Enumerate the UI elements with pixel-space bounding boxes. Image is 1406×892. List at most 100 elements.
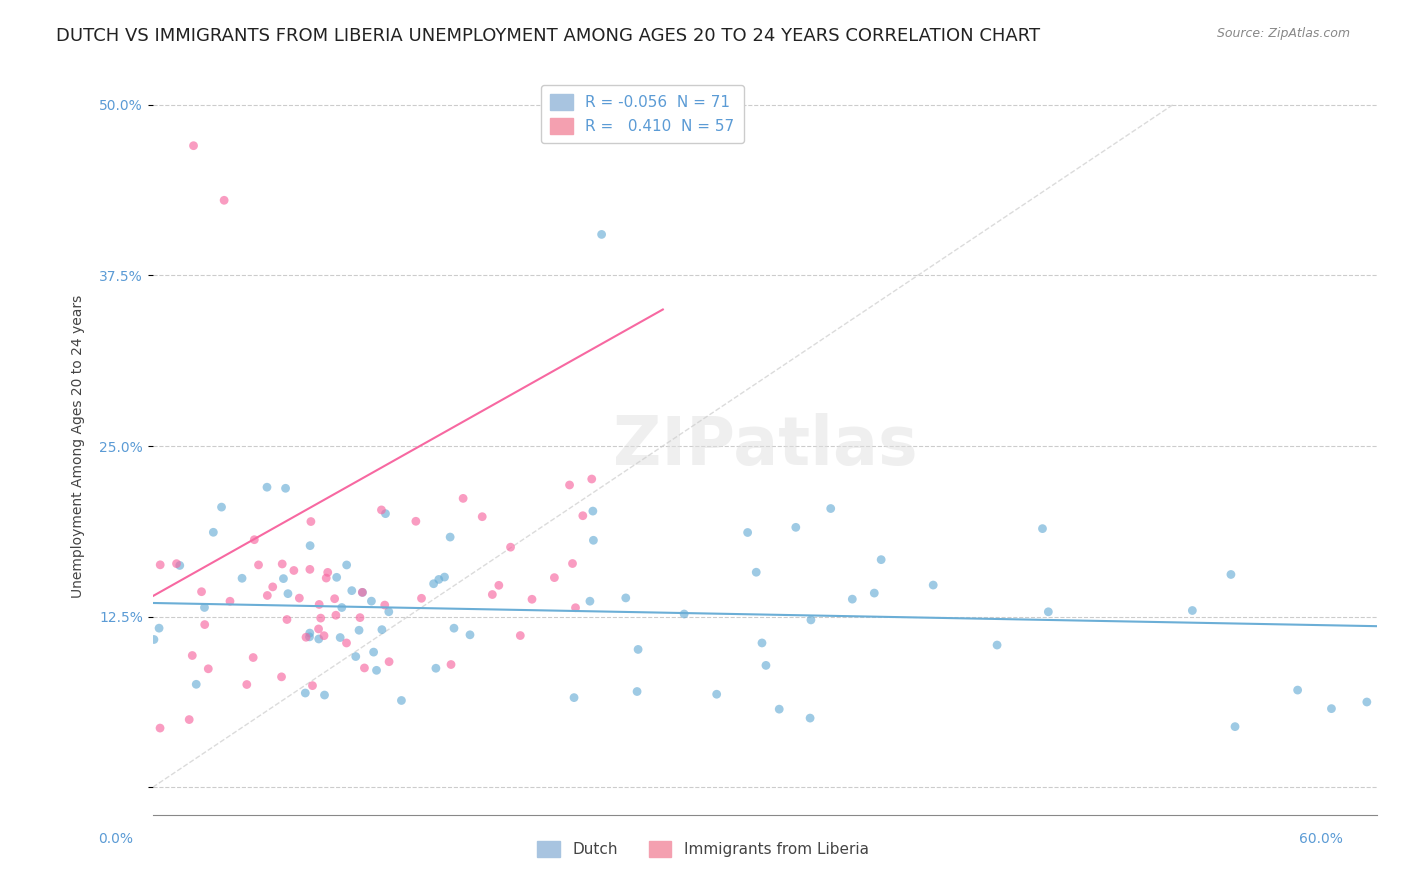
- Point: [349, 610, 371, 624]
- Point: [841, 592, 863, 607]
- Point: [1355, 695, 1378, 709]
- Point: [148, 621, 170, 635]
- Point: [236, 677, 259, 691]
- Point: [366, 663, 388, 677]
- Point: [256, 480, 278, 494]
- Point: [922, 578, 945, 592]
- Point: [371, 623, 394, 637]
- Point: [344, 649, 367, 664]
- Legend: R = -0.056  N = 71, R =   0.410  N = 57: R = -0.056 N = 71, R = 0.410 N = 57: [541, 85, 744, 143]
- Point: [315, 571, 337, 585]
- Point: [1223, 720, 1246, 734]
- Legend: Dutch, Immigrants from Liberia: Dutch, Immigrants from Liberia: [529, 832, 877, 866]
- Point: [352, 585, 374, 599]
- Point: [323, 591, 346, 606]
- Point: [520, 592, 543, 607]
- Point: [247, 558, 270, 572]
- Point: [1038, 605, 1060, 619]
- Point: [581, 472, 603, 486]
- Point: [360, 594, 382, 608]
- Point: [558, 478, 581, 492]
- Point: [194, 617, 217, 632]
- Point: [308, 632, 330, 646]
- Point: [169, 558, 191, 573]
- Point: [308, 622, 330, 636]
- Point: [231, 571, 253, 585]
- Text: 0.0%: 0.0%: [98, 832, 134, 846]
- Point: [309, 611, 332, 625]
- Point: [374, 507, 396, 521]
- Point: [768, 702, 790, 716]
- Point: [294, 686, 316, 700]
- Point: [863, 586, 886, 600]
- Point: [212, 194, 235, 208]
- Point: [316, 566, 339, 580]
- Point: [166, 557, 188, 571]
- Point: [591, 227, 613, 242]
- Point: [799, 711, 821, 725]
- Point: [219, 594, 242, 608]
- Point: [242, 650, 264, 665]
- Point: [202, 525, 225, 540]
- Point: [325, 570, 347, 584]
- Point: [183, 138, 205, 153]
- Point: [870, 552, 893, 566]
- Point: [378, 605, 401, 619]
- Point: [433, 570, 456, 584]
- Point: [340, 583, 363, 598]
- Point: [405, 514, 427, 528]
- Point: [1219, 567, 1241, 582]
- Point: [299, 515, 322, 529]
- Point: [706, 687, 728, 701]
- Point: [509, 628, 531, 642]
- Point: [627, 642, 650, 657]
- Point: [411, 591, 433, 606]
- Point: [422, 576, 444, 591]
- Point: [193, 600, 215, 615]
- Point: [277, 587, 299, 601]
- Point: [370, 503, 392, 517]
- Point: [785, 520, 807, 534]
- Point: [427, 573, 450, 587]
- Point: [481, 588, 503, 602]
- Point: [329, 631, 352, 645]
- Point: [443, 621, 465, 635]
- Point: [298, 630, 321, 644]
- Point: [579, 594, 602, 608]
- Point: [745, 566, 768, 580]
- Point: [439, 530, 461, 544]
- Point: [314, 688, 336, 702]
- Point: [820, 501, 842, 516]
- Point: [256, 589, 278, 603]
- Point: [543, 571, 565, 585]
- Point: [295, 630, 318, 644]
- Point: [273, 572, 295, 586]
- Point: [440, 657, 463, 672]
- Point: [1181, 603, 1204, 617]
- Point: [737, 525, 759, 540]
- Point: [582, 533, 605, 548]
- Point: [186, 677, 208, 691]
- Point: [1031, 522, 1053, 536]
- Point: [1320, 701, 1343, 715]
- Point: [243, 533, 266, 547]
- Point: [378, 655, 401, 669]
- Point: [499, 540, 522, 554]
- Point: [614, 591, 637, 605]
- Point: [276, 613, 298, 627]
- Point: [149, 558, 172, 572]
- Point: [347, 624, 370, 638]
- Point: [572, 508, 595, 523]
- Point: [626, 684, 648, 698]
- Point: [197, 662, 219, 676]
- Point: [299, 539, 322, 553]
- Point: [425, 661, 447, 675]
- Point: [149, 721, 172, 735]
- Point: [274, 481, 297, 495]
- Point: [308, 598, 330, 612]
- Point: [271, 557, 294, 571]
- Point: [363, 645, 385, 659]
- Point: [488, 578, 510, 592]
- Point: [451, 491, 474, 506]
- Text: Source: ZipAtlas.com: Source: ZipAtlas.com: [1216, 27, 1350, 40]
